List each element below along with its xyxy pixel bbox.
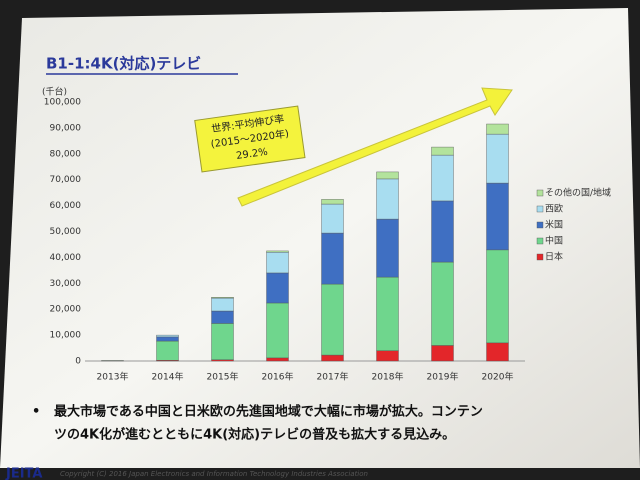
bar-segment <box>486 249 509 344</box>
bar-segment <box>211 297 234 299</box>
bar-segment <box>431 261 454 346</box>
legend-swatch <box>536 253 544 261</box>
bar-segment <box>431 345 454 362</box>
note-line: 最大市場である中国と日米欧の先進国地域で大幅に市場が拡大。コンテン <box>54 404 483 420</box>
y-tick-label: 0 <box>75 357 81 367</box>
x-tick-label: 2019年 <box>427 371 459 383</box>
bar-segment <box>376 178 399 220</box>
y-tick-label: 40,000 <box>50 253 82 263</box>
legend-swatch <box>536 189 544 197</box>
growth-arrow <box>237 87 513 207</box>
x-tick-label: 2013年 <box>97 371 129 383</box>
bar-segment <box>266 250 289 253</box>
legend-label: 中国 <box>545 235 563 247</box>
callout-box <box>194 105 306 173</box>
bar-segment <box>376 171 399 180</box>
y-tick-label: 50,000 <box>50 227 82 237</box>
bar-segment <box>321 354 344 362</box>
x-tick-label: 2018年 <box>372 371 404 383</box>
note-line: ツの4K化が進むとともに4K(対応)テレビの普及も拡大する見込み。 <box>54 427 455 443</box>
legend-swatch <box>536 205 544 213</box>
bar-segment <box>211 297 234 312</box>
bar-segment <box>431 146 454 156</box>
x-tick-label: 2015年 <box>207 371 239 383</box>
y-tick-label: 60,000 <box>50 201 82 211</box>
legend-swatch <box>536 237 544 245</box>
slide <box>0 8 640 468</box>
y-tick-label: 70,000 <box>50 175 82 185</box>
legend-label: その他の国/地域 <box>545 187 611 199</box>
y-tick-label: 30,000 <box>50 279 82 289</box>
bar-segment <box>376 218 399 278</box>
bar-segment <box>321 203 344 234</box>
y-tick-label: 90,000 <box>50 123 82 133</box>
footer-logo: JEITA <box>5 467 42 480</box>
chart-title: B1-1:4K(対応)テレビ <box>46 55 201 73</box>
bar-segment <box>211 323 234 360</box>
callout-text: 29.2% <box>236 147 269 162</box>
x-tick-label: 2020年 <box>482 371 514 383</box>
footer-copyright: Copyright (C) 2016 Japan Electronics and… <box>60 470 368 478</box>
x-tick-label: 2016年 <box>262 371 294 383</box>
legend-label: 米国 <box>545 219 563 231</box>
bar-segment <box>376 350 399 362</box>
bar-segment <box>156 340 179 361</box>
bar-segment <box>431 200 454 263</box>
y-tick-label: 20,000 <box>50 305 82 315</box>
bar-segment <box>321 232 344 285</box>
x-tick-label: 2017年 <box>317 371 349 383</box>
bullet: • <box>32 405 40 420</box>
x-tick-label: 2014年 <box>152 371 184 383</box>
legend-label: 日本 <box>545 251 563 263</box>
bar-segment <box>431 154 454 202</box>
bar-segment <box>156 334 179 338</box>
bar-segment <box>321 199 344 205</box>
y-tick-label: 100,000 <box>44 98 81 108</box>
y-tick-label: 10,000 <box>50 331 82 341</box>
bar-segment <box>266 272 289 304</box>
bar-segment <box>486 133 509 184</box>
bar-segment <box>266 302 289 359</box>
bar-segment <box>266 357 289 362</box>
y-tick-label: 80,000 <box>50 149 82 159</box>
bar-segment <box>266 252 289 274</box>
legend-swatch <box>536 221 544 229</box>
legend-label: 西欧 <box>545 203 563 215</box>
bar-segment <box>321 283 344 356</box>
bar-segment <box>156 336 179 342</box>
bar-segment <box>486 182 509 251</box>
bar-segment <box>376 276 399 351</box>
bar-segment <box>486 123 509 135</box>
bar-segment <box>211 310 234 324</box>
bar-segment <box>486 342 509 362</box>
callout: 世界:平均伸び率 (2015～2020年) 29.2% <box>194 105 306 173</box>
y-axis-label: (千台) <box>42 86 67 98</box>
